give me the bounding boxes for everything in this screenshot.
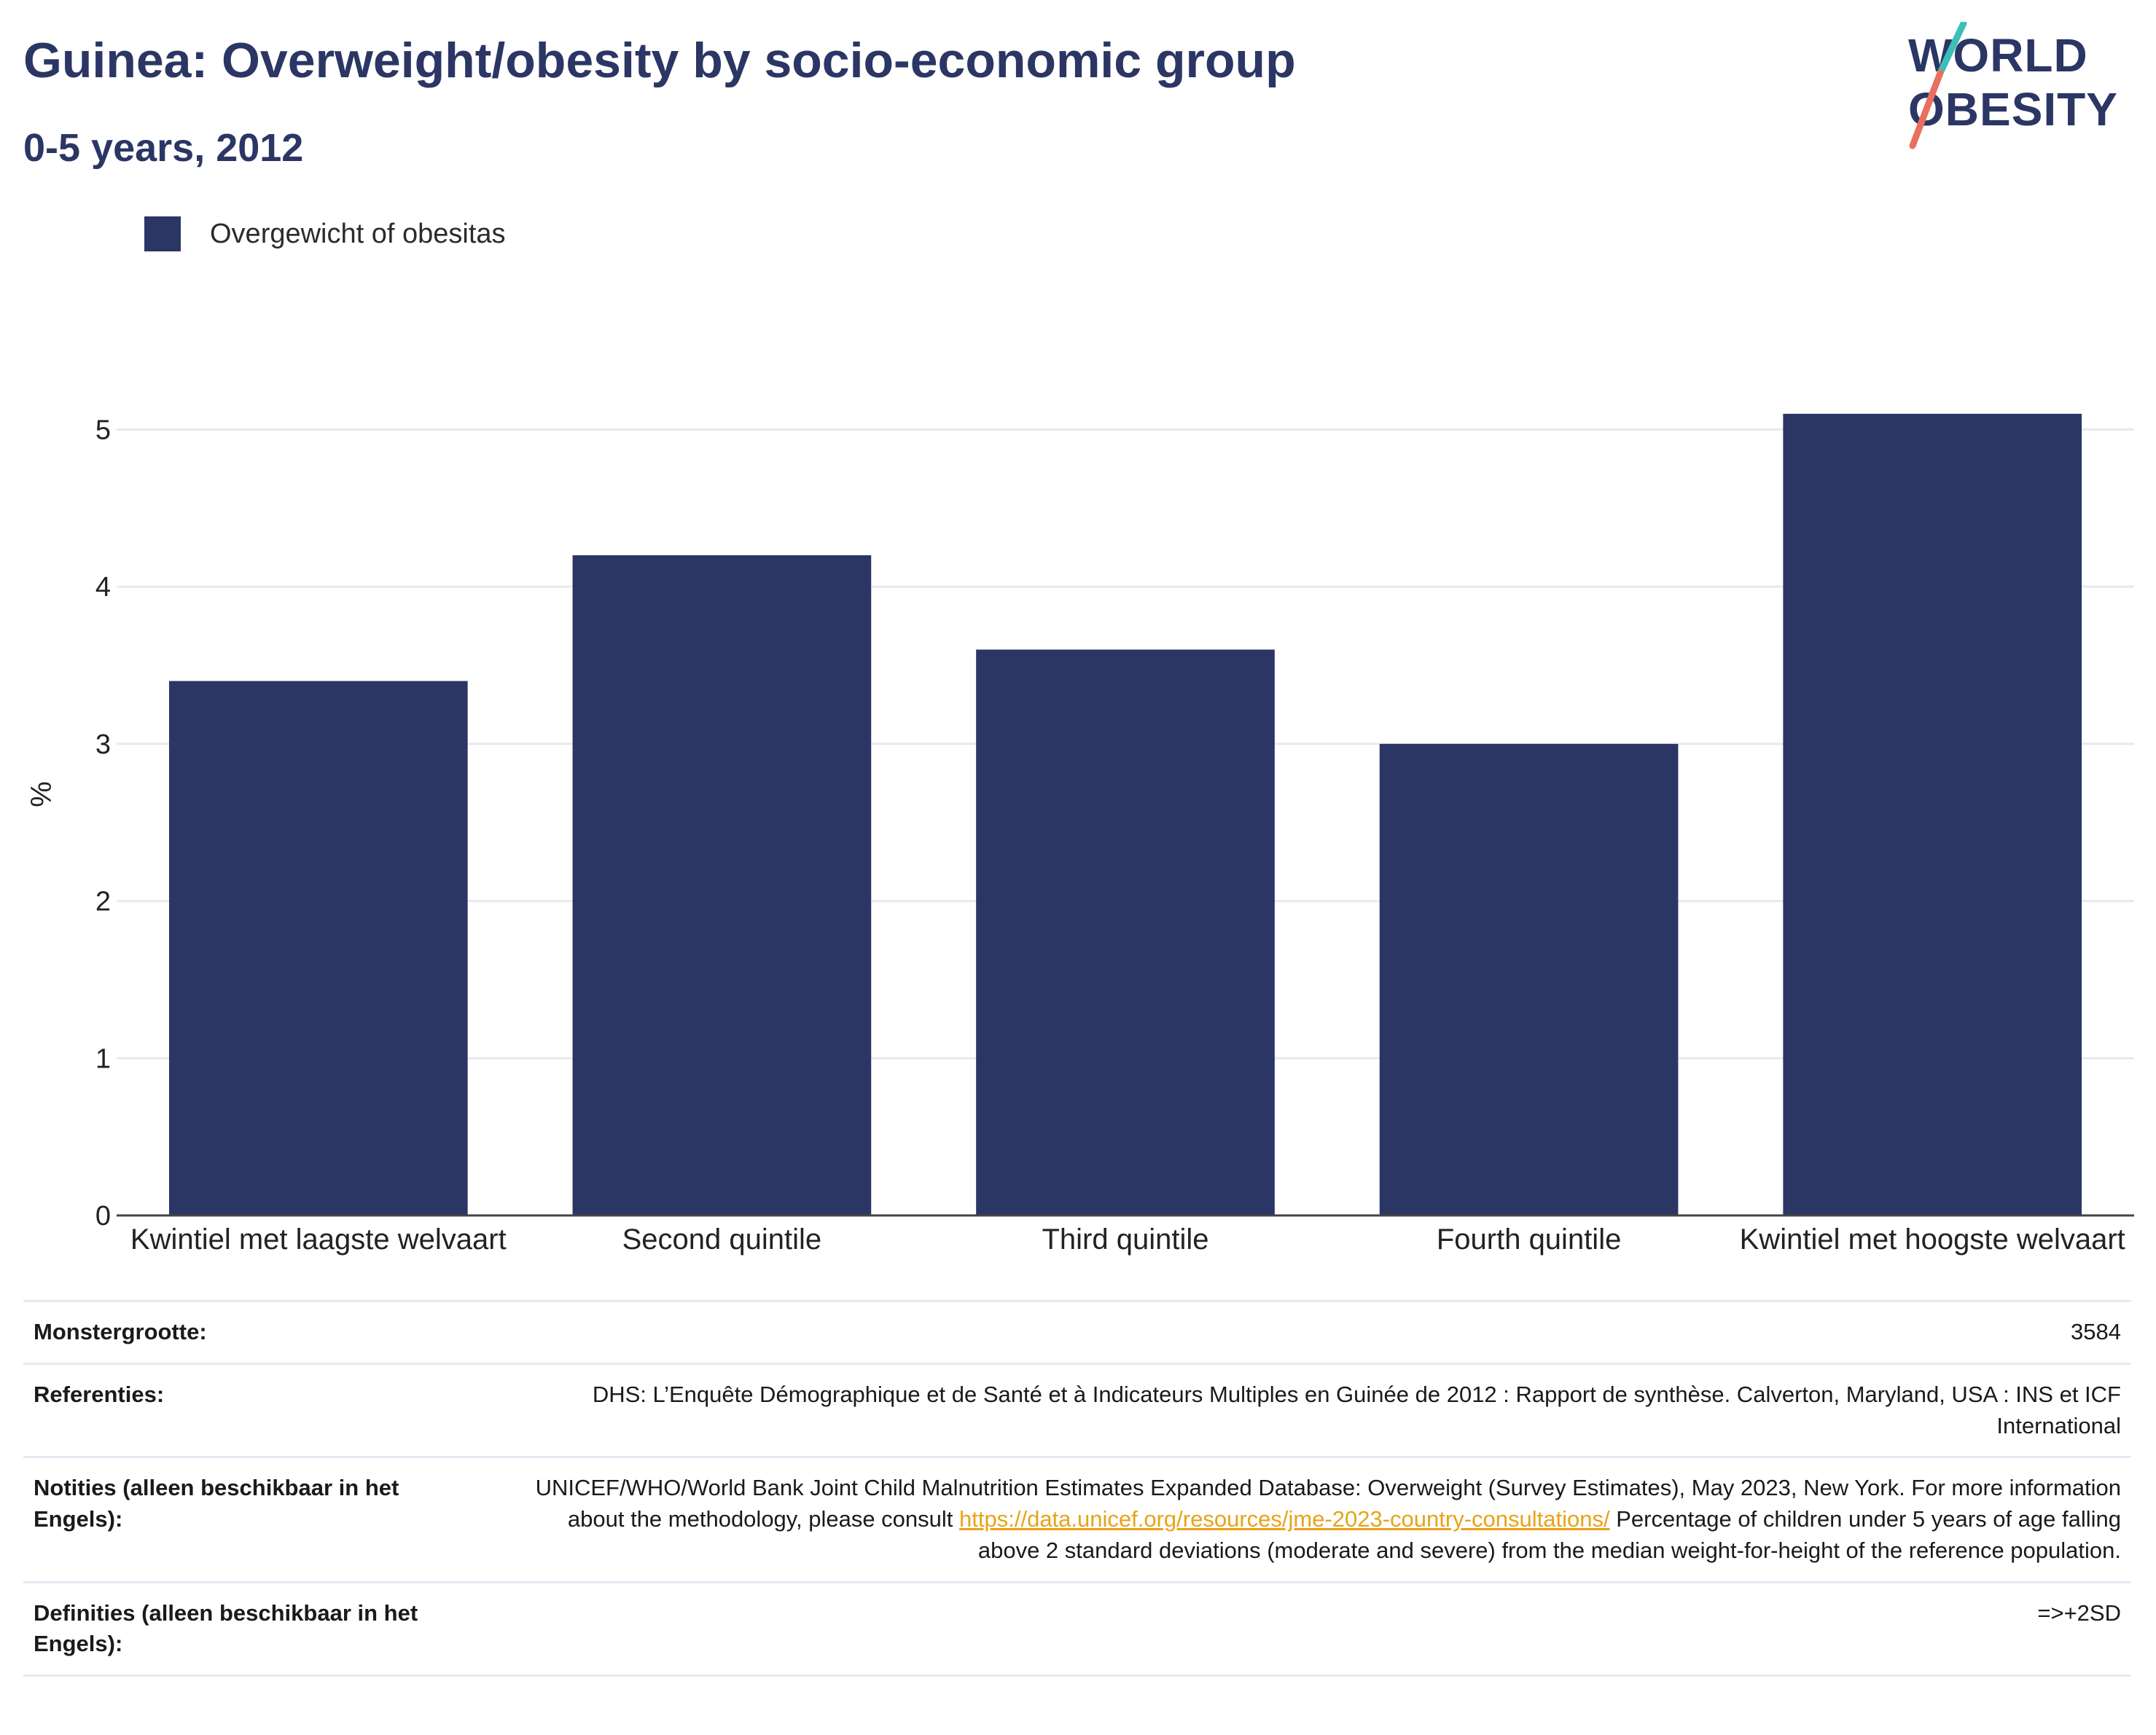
x-tick-label: Second quintile [622, 1223, 822, 1256]
x-tick-label: Kwintiel met hoogste welvaart [1740, 1223, 2125, 1256]
y-tick-label: 3 [95, 729, 111, 760]
world-obesity-logo: WORLD OBESITY [1908, 22, 2118, 149]
bar[interactable] [168, 681, 468, 1215]
legend-label: Overgewicht of obesitas [210, 218, 506, 249]
notes-text-after: Percentage of children under 5 years of … [977, 1506, 2121, 1563]
info-value: DHS: L’Enquête Démographique et de Santé… [496, 1362, 2131, 1457]
info-row-notes: Notities (alleen beschikbaar in het Enge… [23, 1456, 2131, 1583]
info-key: Referenties: [23, 1362, 496, 1457]
notes-text-before: UNICEF/WHO/World Bank Joint Child Malnut… [535, 1475, 2121, 1532]
y-tick-label: 5 [95, 415, 111, 445]
x-tick-label: Kwintiel met laagste welvaart [130, 1223, 507, 1256]
y-tick-label: 1 [95, 1043, 111, 1074]
logo-slash-top [1937, 22, 1967, 77]
bar[interactable] [1379, 743, 1679, 1215]
x-tick-label: Third quintile [1042, 1223, 1208, 1256]
info-key: Monstergrootte: [23, 1300, 496, 1364]
info-key: Notities (alleen beschikbaar in het Enge… [23, 1456, 496, 1583]
info-row-references: Referenties: DHS: L’Enquête Démographiqu… [23, 1362, 2131, 1457]
info-value: =>+2SD [496, 1581, 2131, 1677]
y-axis-title: % [26, 781, 58, 807]
y-tick-label: 2 [95, 887, 111, 917]
bar-chart: 0 1 2 3 4 5 Kwintiel met laagste welvaart Secon… [26, 413, 2134, 1256]
x-tick-label: Fourth quintile [1437, 1223, 1621, 1256]
chart-title: Guinea: Overweight/obesity by socio-econ… [23, 33, 1296, 88]
info-key: Definities (alleen beschikbaar in het En… [23, 1581, 496, 1677]
axes: 0 1 2 3 4 5 Kwintiel met laagste welvaart Secon… [95, 415, 2134, 1256]
chart-subtitle: 0-5 years, 2012 [23, 126, 304, 170]
y-tick-label: 0 [95, 1201, 111, 1231]
bar[interactable] [976, 649, 1275, 1215]
legend[interactable]: Overgewicht of obesitas [144, 216, 506, 252]
info-value: 3584 [496, 1300, 2131, 1364]
logo-line2: OBESITY [1908, 83, 2118, 136]
bar[interactable] [1783, 413, 2082, 1215]
methodology-link[interactable]: https://data.unicef.org/resources/jme-20… [959, 1506, 1610, 1532]
info-value: UNICEF/WHO/World Bank Joint Child Malnut… [496, 1456, 2131, 1583]
info-row-definitions: Definities (alleen beschikbaar in het En… [23, 1581, 2131, 1677]
info-row-sample-size: Monstergrootte: 3584 [23, 1300, 2131, 1364]
logo-slash-bottom [1909, 69, 1944, 149]
legend-swatch [144, 216, 181, 251]
bars [168, 413, 2082, 1215]
bar[interactable] [572, 555, 872, 1215]
info-table: Monstergrootte: 3584 Referenties: DHS: L… [23, 1300, 2131, 1677]
y-tick-label: 4 [95, 572, 111, 603]
